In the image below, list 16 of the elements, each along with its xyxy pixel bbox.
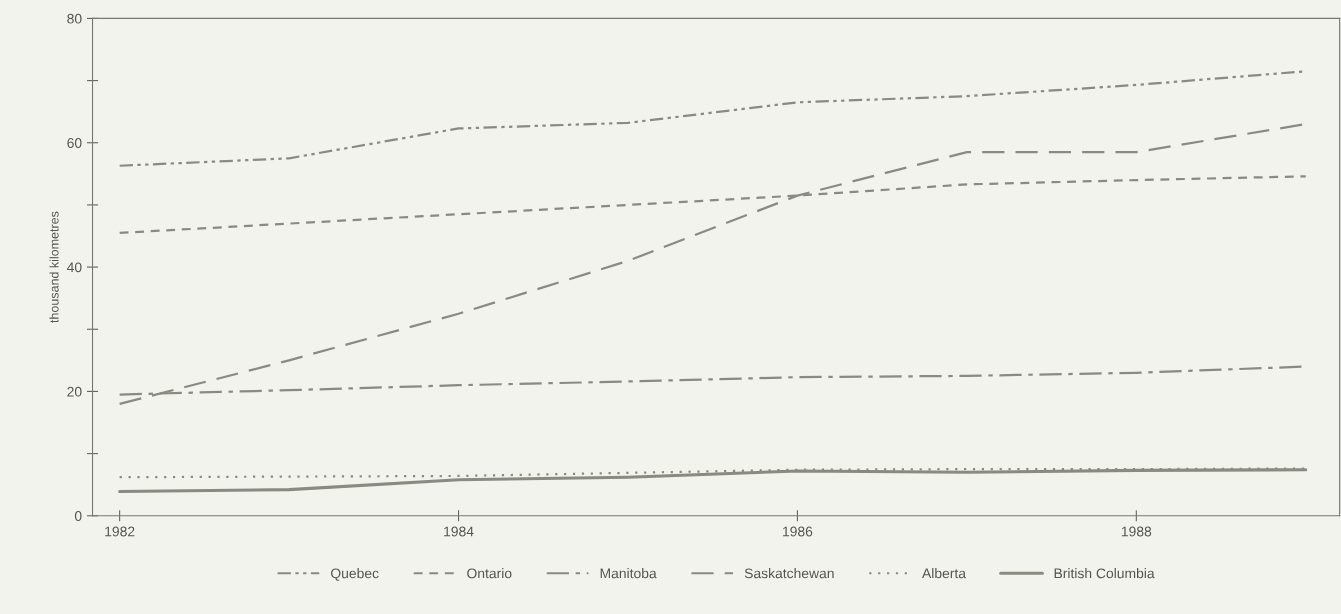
y-tick-label: 40 [66,262,82,273]
x-tick-label: 1982 [105,526,135,537]
x-tick-label: 1988 [1121,526,1152,537]
legend-label: British Columbia [1054,568,1155,579]
y-tick-label: 0 [74,511,82,521]
legend-label: Quebec [331,568,379,581]
legend-label: Ontario [467,568,512,579]
legend-label: Manitoba [600,568,657,579]
legend-label: Alberta [922,568,966,579]
y-axis-title: thousand kilometres [49,211,59,323]
y-tick-label: 80 [67,13,82,24]
legend-label: Saskatchewan [744,568,834,579]
y-tick-label: 20 [67,386,82,397]
x-tick-label: 1984 [444,526,474,537]
y-tick-label: 60 [67,138,82,148]
x-tick-label: 1986 [783,526,813,537]
